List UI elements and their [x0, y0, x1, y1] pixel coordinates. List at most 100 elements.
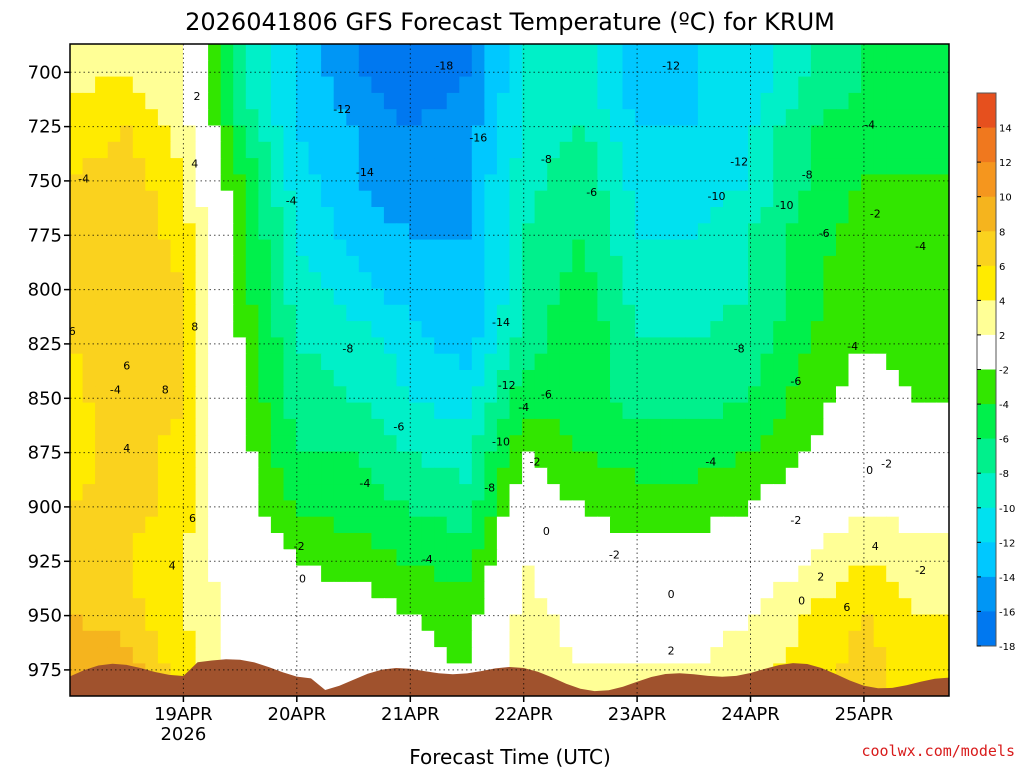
- field-cell: [220, 125, 234, 143]
- field-cell: [120, 418, 134, 436]
- field-cell: [308, 44, 322, 61]
- field-cell: [283, 60, 297, 78]
- field-cell: [823, 418, 837, 436]
- field-cell: [836, 125, 850, 143]
- field-cell: [610, 370, 624, 387]
- field-cell: [898, 44, 912, 61]
- field-cell: [95, 158, 109, 175]
- contour-label: 2: [194, 90, 201, 103]
- field-cell: [509, 533, 523, 550]
- field-cell: [584, 141, 598, 159]
- field-cell: [923, 223, 938, 241]
- field-cell: [321, 174, 335, 192]
- field-cell: [559, 255, 573, 273]
- field-cell: [371, 174, 385, 192]
- field-cell: [647, 598, 661, 616]
- field-cell: [559, 239, 573, 257]
- field-cell: [873, 255, 887, 273]
- field-cell: [886, 516, 900, 534]
- field-cell: [120, 500, 134, 518]
- field-cell: [132, 141, 146, 159]
- field-cell: [471, 76, 485, 94]
- field-cell: [258, 418, 272, 436]
- field-cell: [584, 386, 598, 404]
- field-cell: [195, 549, 209, 567]
- field-cell: [195, 337, 209, 355]
- field-cell: [95, 174, 109, 192]
- field-cell: [358, 141, 372, 159]
- field-cell: [773, 451, 787, 469]
- field-cell: [383, 451, 398, 469]
- field-cell: [95, 467, 109, 485]
- field-cell: [409, 44, 423, 61]
- field-cell: [484, 190, 498, 208]
- field-cell: [371, 451, 385, 469]
- field-cell: [233, 598, 247, 616]
- field-cell: [358, 158, 372, 175]
- field-cell: [936, 174, 949, 192]
- field-cell: [522, 451, 536, 469]
- field-cell: [911, 76, 925, 94]
- field-cell: [145, 386, 159, 404]
- field-cell: [296, 239, 310, 257]
- field-cell: [836, 223, 850, 241]
- field-cell: [459, 451, 473, 469]
- field-cell: [434, 255, 448, 273]
- field-cell: [861, 370, 875, 387]
- field-cell: [823, 500, 837, 518]
- field-cell: [584, 272, 598, 290]
- field-cell: [672, 533, 686, 550]
- field-cell: [421, 402, 435, 420]
- field-cell: [911, 92, 925, 110]
- field-cell: [434, 223, 448, 241]
- field-cell: [283, 125, 297, 143]
- contour-label: -4: [286, 195, 297, 208]
- field-cell: [296, 223, 310, 241]
- field-cell: [434, 630, 448, 648]
- field-cell: [496, 500, 511, 518]
- field-cell: [509, 581, 523, 599]
- field-cell: [396, 370, 410, 387]
- field-cell: [95, 500, 109, 518]
- field-cell: [584, 614, 598, 632]
- field-cell: [496, 321, 511, 338]
- field-cell: [132, 223, 146, 241]
- field-cell: [208, 321, 222, 338]
- field-cell: [358, 304, 372, 322]
- field-cell: [509, 402, 523, 420]
- field-cell: [911, 370, 925, 387]
- field-cell: [496, 565, 511, 583]
- field-cell: [509, 321, 523, 338]
- contour-label: 6: [189, 512, 196, 525]
- field-cell: [383, 207, 398, 224]
- field-cell: [446, 565, 460, 583]
- field-cell: [911, 598, 925, 616]
- terrain-surface: [70, 659, 949, 696]
- field-cell: [861, 581, 875, 599]
- field-cell: [333, 451, 347, 469]
- field-cell: [848, 337, 862, 355]
- field-cell: [735, 549, 749, 567]
- field-cell: [848, 467, 862, 485]
- field-cell: [584, 402, 598, 420]
- field-cell: [132, 337, 146, 355]
- y-tick-label: 850: [28, 388, 62, 409]
- field-cell: [333, 125, 347, 143]
- field-cell: [396, 109, 410, 127]
- field-cell: [622, 272, 636, 290]
- field-cell: [396, 158, 410, 175]
- field-cell: [622, 239, 636, 257]
- field-cell: [333, 288, 347, 306]
- field-cell: [70, 44, 84, 61]
- field-cell: [622, 663, 636, 681]
- field-cell: [183, 484, 197, 501]
- field-cell: [409, 614, 423, 632]
- field-cell: [409, 370, 423, 387]
- field-cell: [672, 288, 686, 306]
- field-cell: [685, 223, 699, 241]
- field-cell: [358, 370, 372, 387]
- field-cell: [82, 207, 96, 224]
- colorbar-label: -10: [999, 504, 1015, 515]
- field-cell: [346, 516, 360, 534]
- field-cell: [672, 223, 686, 241]
